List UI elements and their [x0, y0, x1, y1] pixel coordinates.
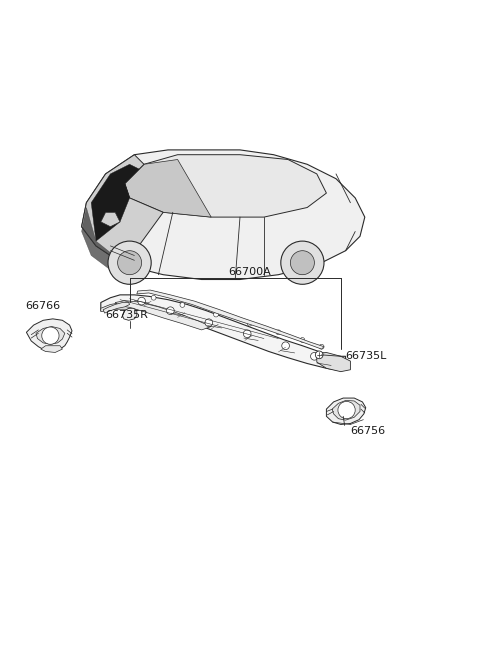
Polygon shape — [91, 164, 139, 241]
Circle shape — [118, 251, 142, 274]
Polygon shape — [122, 309, 137, 320]
Polygon shape — [82, 155, 163, 265]
Polygon shape — [41, 346, 62, 352]
Polygon shape — [103, 303, 130, 313]
Polygon shape — [137, 290, 324, 349]
Circle shape — [338, 402, 355, 419]
Circle shape — [180, 303, 185, 307]
Polygon shape — [326, 398, 366, 424]
Text: 66735R: 66735R — [106, 310, 148, 320]
Circle shape — [138, 297, 145, 305]
Circle shape — [281, 241, 324, 284]
Polygon shape — [115, 301, 211, 330]
Circle shape — [167, 307, 174, 314]
Polygon shape — [332, 400, 360, 420]
Circle shape — [108, 241, 151, 284]
Polygon shape — [82, 208, 125, 270]
Circle shape — [282, 342, 289, 350]
Circle shape — [243, 330, 251, 337]
Text: 66766: 66766 — [25, 301, 61, 310]
Polygon shape — [101, 295, 346, 371]
Circle shape — [276, 330, 281, 335]
Polygon shape — [101, 212, 120, 227]
Circle shape — [214, 312, 218, 317]
Circle shape — [300, 337, 305, 343]
Circle shape — [205, 319, 213, 327]
Polygon shape — [26, 319, 72, 352]
Polygon shape — [317, 352, 350, 371]
Circle shape — [319, 345, 324, 349]
Polygon shape — [125, 155, 326, 217]
Circle shape — [42, 327, 59, 345]
Circle shape — [290, 251, 314, 274]
Polygon shape — [82, 150, 365, 280]
Circle shape — [151, 295, 156, 300]
Polygon shape — [101, 302, 154, 312]
Text: 66735L: 66735L — [346, 351, 387, 362]
Text: 66700A: 66700A — [228, 267, 271, 277]
Polygon shape — [125, 160, 211, 217]
Polygon shape — [36, 327, 65, 345]
Circle shape — [247, 321, 252, 326]
Circle shape — [315, 351, 323, 359]
Circle shape — [311, 352, 318, 360]
Text: 66756: 66756 — [350, 426, 385, 436]
